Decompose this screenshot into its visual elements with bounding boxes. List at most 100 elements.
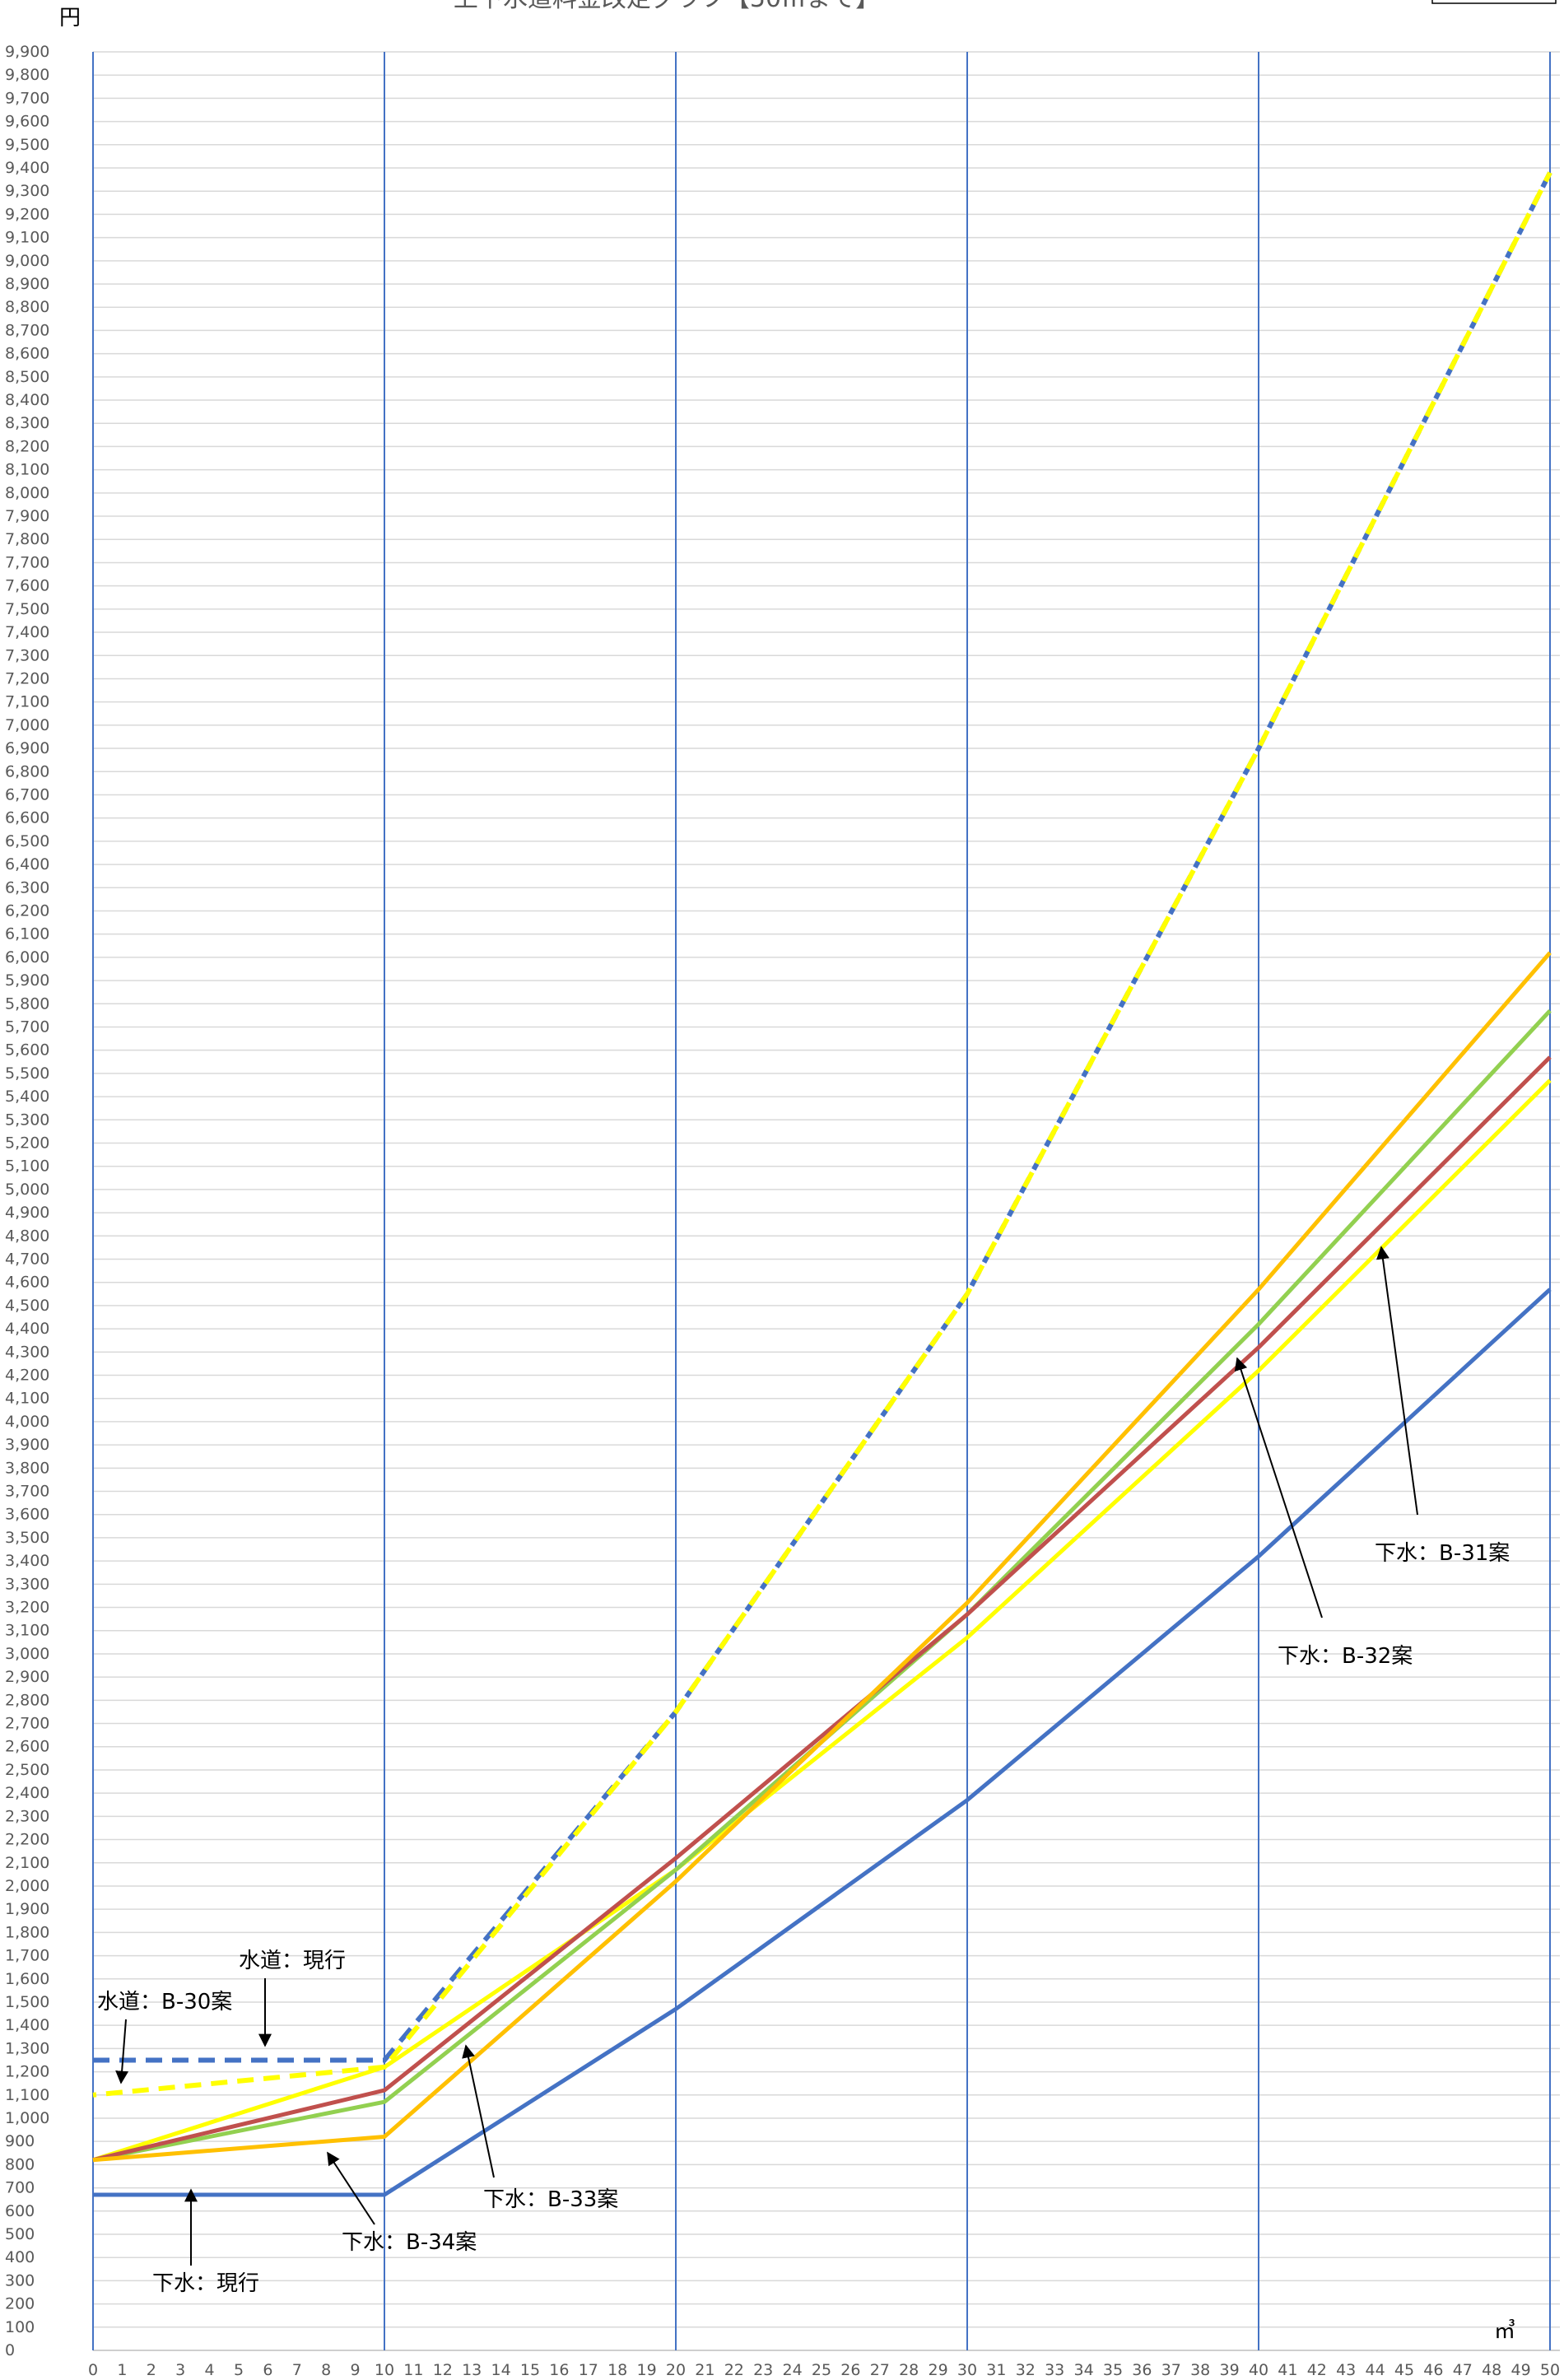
x-axis-unit-label: ㎥ [1494, 2319, 1515, 2344]
y-tick-label: 9,900 [5, 43, 49, 61]
y-tick-label: 4,900 [5, 1204, 49, 1222]
y-tick-label: 9,100 [5, 229, 49, 247]
series-line [93, 1288, 1552, 2197]
y-tick-label: 5,300 [5, 1111, 49, 1129]
x-tick-label: 21 [695, 2361, 715, 2379]
y-tick-label: 9,000 [5, 252, 49, 270]
y-tick-label: 2,700 [5, 1715, 49, 1733]
annotation-label: 下水：B-33案 [483, 2187, 618, 2212]
y-tick-label: 4,500 [5, 1297, 49, 1315]
y-tick-label: 3,800 [5, 1459, 49, 1477]
y-tick-label: 8,500 [5, 368, 49, 386]
y-tick-label: 3,400 [5, 1552, 49, 1570]
x-tick-label: 14 [491, 2361, 511, 2379]
x-tick-label: 22 [724, 2361, 744, 2379]
y-tick-label: 1,300 [5, 2039, 49, 2057]
x-tick-label: 27 [870, 2361, 890, 2379]
legend-box [1431, 0, 1557, 4]
y-tick-label: 3,100 [5, 1622, 49, 1640]
series-line [92, 1078, 1552, 2163]
y-tick-label: 8,600 [5, 345, 49, 363]
y-tick-label: 6,700 [5, 785, 49, 803]
y-tick-label: 1,500 [5, 1993, 49, 2011]
x-tick-label: 44 [1366, 2361, 1385, 2379]
y-tick-label: 5,400 [5, 1088, 49, 1106]
y-tick-label: 4,300 [5, 1343, 49, 1361]
y-tick-label: 1,700 [5, 1947, 49, 1965]
annotation-arrow [1376, 1246, 1418, 1516]
y-tick-label: 5,200 [5, 1134, 49, 1152]
y-tick-label: 9,200 [5, 205, 49, 223]
y-tick-label: 800 [5, 2155, 35, 2173]
y-tick-label: 8,000 [5, 484, 49, 502]
vertical-gridlines [92, 52, 1551, 2350]
y-tick-label: 1,100 [5, 2086, 49, 2104]
y-tick-label: 8,100 [5, 461, 49, 479]
x-tick-label: 12 [433, 2361, 453, 2379]
annotation-label: 下水：現行 [152, 2271, 259, 2296]
y-tick-label: 5,900 [5, 971, 49, 990]
y-tick-label: 4,000 [5, 1413, 49, 1431]
x-tick-label: 50 [1540, 2361, 1560, 2379]
x-tick-label: 5 [234, 2361, 244, 2379]
x-tick-label: 47 [1453, 2361, 1473, 2379]
x-tick-label: 24 [783, 2361, 803, 2379]
y-tick-label: 8,700 [5, 321, 49, 339]
y-tick-label: 2,900 [5, 1668, 49, 1686]
y-tick-label: 3,500 [5, 1529, 49, 1547]
x-tick-label: 42 [1307, 2361, 1327, 2379]
y-tick-label: 6,500 [5, 832, 49, 850]
y-tick-label: 0 [5, 2341, 15, 2359]
x-tick-label: 41 [1278, 2361, 1297, 2379]
y-tick-label: 2,300 [5, 1807, 49, 1825]
y-tick-label: 3,000 [5, 1645, 49, 1663]
y-tick-label: 2,600 [5, 1738, 49, 1756]
x-tick-label: 19 [637, 2361, 657, 2379]
y-tick-label: 400 [5, 2248, 35, 2266]
y-tick-label: 1,200 [5, 2063, 49, 2081]
x-tick-label: 37 [1161, 2361, 1181, 2379]
annotation-arrow [327, 2151, 375, 2225]
annotation-label: 下水：B-32案 [1278, 1644, 1413, 1669]
x-tick-label: 4 [205, 2361, 215, 2379]
x-tick-label: 1 [117, 2361, 127, 2379]
y-tick-label: 5,600 [5, 1041, 49, 1060]
y-tick-label: 4,100 [5, 1390, 49, 1408]
y-tick-label: 7,100 [5, 693, 49, 711]
x-tick-label: 31 [986, 2361, 1006, 2379]
x-tick-label: 0 [88, 2361, 98, 2379]
x-tick-label: 30 [957, 2361, 977, 2379]
x-tick-label: 38 [1190, 2361, 1210, 2379]
x-tick-label: 20 [666, 2361, 686, 2379]
y-tick-label: 6,800 [5, 762, 49, 780]
y-tick-label: 8,200 [5, 437, 49, 455]
x-tick-label: 48 [1482, 2361, 1501, 2379]
x-tick-label: 25 [812, 2361, 831, 2379]
y-tick-label: 900 [5, 2132, 35, 2150]
y-tick-label: 9,300 [5, 182, 49, 200]
y-tick-label: 4,200 [5, 1367, 49, 1385]
annotation-label: 下水：B-34案 [342, 2230, 477, 2255]
y-axis-tick-labels: 0 100 200 300 400 500 600 700 800 900 1,000 1,100 1,… [5, 43, 49, 2359]
y-tick-label: 6,200 [5, 901, 49, 920]
y-tick-label: 7,200 [5, 669, 49, 687]
x-tick-label: 34 [1074, 2361, 1094, 2379]
y-tick-label: 7,500 [5, 600, 49, 618]
x-tick-label: 9 [351, 2361, 361, 2379]
annotation-arrow [1234, 1357, 1323, 1618]
y-tick-label: 4,600 [5, 1274, 49, 1292]
y-tick-label: 6,600 [5, 809, 49, 827]
y-tick-label: 3,700 [5, 1483, 49, 1501]
y-tick-label: 600 [5, 2202, 35, 2220]
y-tick-label: 1,800 [5, 1923, 49, 1941]
x-tick-label: 28 [899, 2361, 919, 2379]
y-tick-label: 3,900 [5, 1436, 49, 1454]
y-tick-label: 7,900 [5, 507, 49, 525]
y-tick-label: 4,700 [5, 1251, 49, 1269]
y-tick-label: 3,300 [5, 1575, 49, 1593]
y-tick-label: 300 [5, 2271, 35, 2289]
y-tick-label: 5,700 [5, 1018, 49, 1036]
y-tick-label: 1,900 [5, 1900, 49, 1918]
